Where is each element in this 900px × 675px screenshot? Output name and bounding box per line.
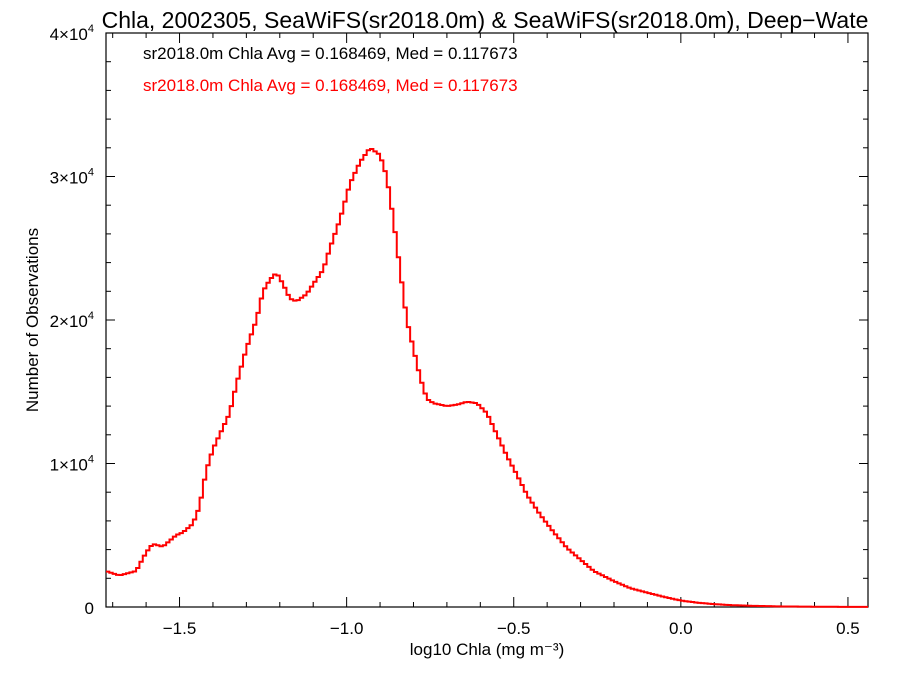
plot-border [105, 32, 869, 608]
y-tick-label-1: 1×104 [50, 454, 94, 475]
x-tick-label-3: 0.0 [669, 619, 693, 638]
histogram-series-line [106, 148, 868, 608]
annotation-red-stats: sr2018.0m Chla Avg = 0.168469, Med = 0.1… [143, 76, 518, 95]
x-tick-label-2: −0.5 [497, 619, 531, 638]
x-tick-label-1: −1.0 [330, 619, 364, 638]
chart-title: Chla, 2002305, SeaWiFS(sr2018.0m) & SeaW… [102, 7, 869, 33]
y-tick-label-4: 4×104 [50, 23, 94, 44]
x-tick-label-0: −1.5 [163, 619, 197, 638]
y-tick-label-3: 3×104 [50, 167, 94, 188]
y-axis: 0 1×104 2×104 3×104 4×104 [50, 23, 868, 618]
y-tick-label-0: 0 [85, 599, 94, 618]
x-axis: −1.5 −1.0 −0.5 0.0 0.5 [112, 33, 860, 638]
x-tick-label-4: 0.5 [836, 619, 860, 638]
annotation-black-stats: sr2018.0m Chla Avg = 0.168469, Med = 0.1… [143, 44, 518, 63]
y-axis-label: Number of Observations [23, 228, 42, 412]
y-tick-label-2: 2×104 [50, 310, 94, 331]
plot-frame [105, 32, 869, 608]
x-axis-label: log10 Chla (mg m⁻³) [410, 640, 564, 659]
